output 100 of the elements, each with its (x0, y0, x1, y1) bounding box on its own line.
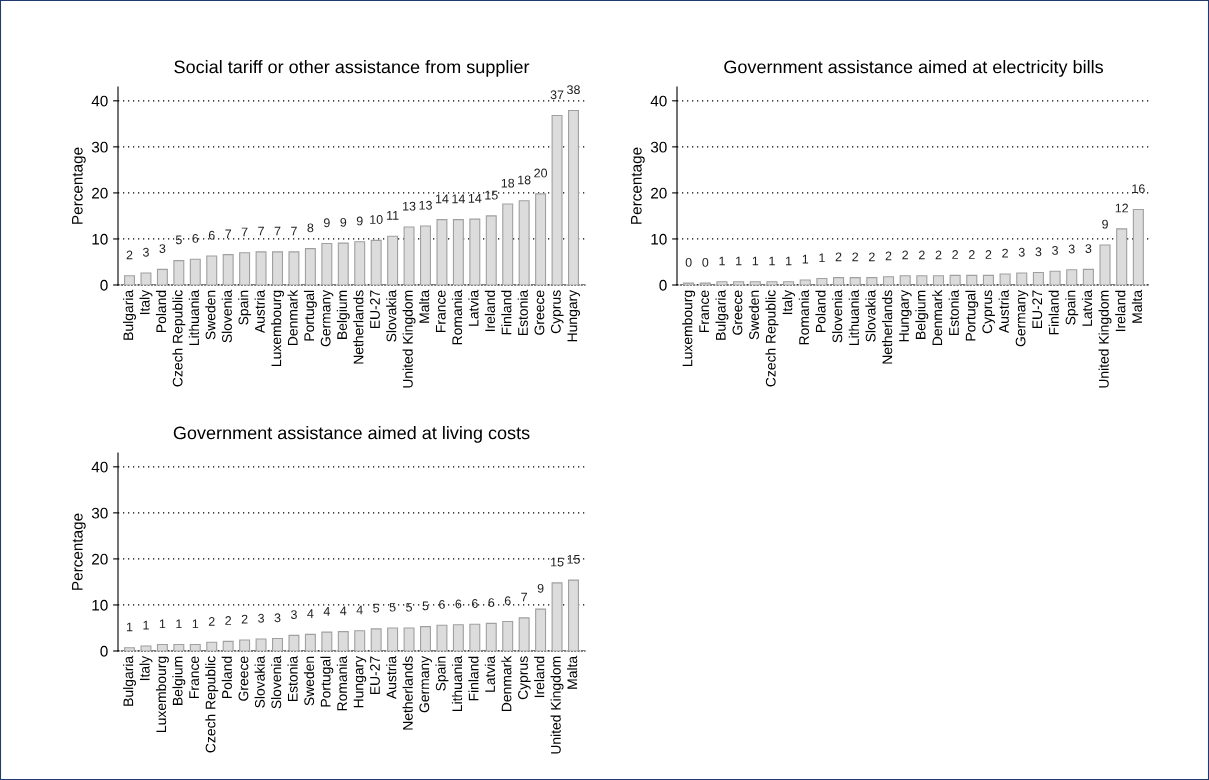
bar (337, 631, 349, 651)
data-label: 2 (985, 250, 992, 259)
x-tick-label: Romania (336, 655, 348, 711)
x-tick-label: United Kingdom (402, 290, 416, 388)
y-tick-label: 30 (91, 507, 108, 519)
x-tick-label: Slovenia (832, 289, 843, 343)
y-tick-label: 0 (659, 279, 667, 291)
bar (288, 251, 300, 285)
data-label: 3 (1068, 244, 1075, 254)
x-tick-label: Netherlands (882, 290, 893, 364)
data-label: 0 (685, 257, 692, 267)
bar (799, 279, 811, 285)
bar (452, 219, 464, 285)
data-label: 6 (504, 596, 511, 606)
x-tick-label: Germany (320, 289, 334, 347)
y-tick-label: 10 (92, 599, 108, 611)
data-label: 5 (389, 602, 396, 612)
x-tick-label: Estonia (287, 655, 298, 702)
bar (206, 641, 218, 651)
x-tick-label: Malta (567, 655, 578, 689)
data-label: 1 (786, 256, 792, 266)
y-tick-label: 10 (651, 233, 667, 245)
data-label: 7 (258, 226, 264, 236)
x-tick-label: Bulgaria (715, 289, 729, 340)
bar (1032, 272, 1044, 285)
x-tick-label: Cyprus (550, 290, 564, 334)
data-label: 3 (1035, 247, 1042, 257)
bar (469, 218, 481, 285)
data-label: 7 (241, 227, 248, 237)
y-tick-label: 40 (650, 95, 667, 107)
x-tick-label: Ireland (1115, 290, 1126, 332)
x-tick-label: Portugal (303, 290, 317, 341)
data-label: 9 (1102, 219, 1108, 229)
x-tick-label: Greece (732, 290, 743, 335)
data-label: 13 (403, 201, 416, 211)
data-label: 4 (356, 605, 363, 615)
data-label: 1 (126, 622, 133, 632)
x-tick-label: France (435, 290, 446, 332)
data-label: 6 (208, 230, 215, 240)
bar (518, 200, 530, 285)
data-label: 1 (819, 253, 825, 263)
data-label: 1 (159, 619, 166, 629)
x-tick-label: Denmark (501, 655, 512, 712)
chart-title: Government assistance aimed at living costs (173, 426, 530, 443)
x-tick-label: Belgium (172, 656, 186, 705)
bar (749, 281, 761, 285)
data-label: 9 (323, 218, 330, 228)
x-tick-label: Austria (998, 289, 1009, 334)
bar (288, 634, 300, 651)
data-label: 5 (373, 603, 380, 613)
data-label: 2 (241, 614, 248, 624)
x-tick-label: Slovenia (271, 655, 282, 709)
data-label: 18 (518, 175, 531, 185)
data-label: 4 (323, 607, 330, 616)
x-tick-label: Lithuania (451, 655, 463, 712)
bar (502, 203, 514, 285)
bar (1099, 244, 1111, 285)
data-label: 9 (537, 583, 544, 593)
data-label: 18 (501, 178, 515, 188)
chart-title: Social tariff or other assistance from supplier (174, 60, 530, 77)
x-tick-label: Finland (468, 656, 479, 701)
bar (502, 620, 514, 651)
y-tick-label: 20 (651, 187, 667, 199)
data-label: 1 (752, 256, 759, 266)
data-label: 2 (952, 250, 958, 259)
x-tick-label: Greece (534, 290, 545, 335)
bar (1132, 208, 1144, 285)
data-label: 37 (550, 90, 564, 100)
bar (189, 643, 201, 651)
data-label: 16 (1132, 184, 1145, 194)
data-label: 0 (702, 257, 709, 267)
y-tick-label: 30 (650, 141, 667, 153)
data-label: 10 (370, 215, 383, 224)
x-tick-label: Luxembourg (682, 290, 696, 366)
x-tick-label: Slovakia (386, 289, 397, 342)
bar (916, 275, 928, 285)
bar (403, 627, 415, 651)
data-label: 2 (208, 617, 215, 626)
x-tick-label: Italy (139, 655, 153, 681)
data-label: 1 (769, 256, 775, 266)
x-tick-label: Sweden (303, 656, 315, 706)
data-label: 2 (968, 250, 975, 259)
data-label: 6 (455, 599, 462, 609)
x-tick-label: Denmark (287, 289, 298, 346)
bar (387, 235, 399, 285)
x-tick-label: Denmark (932, 289, 943, 346)
data-label: 3 (1018, 247, 1025, 257)
x-tick-label: Finland (1048, 290, 1059, 335)
data-label: 5 (422, 601, 429, 611)
x-tick-label: Germany (1015, 289, 1029, 347)
x-tick-label: Slovenia (221, 289, 232, 343)
bar (239, 639, 251, 651)
x-tick-label: Hungary (899, 289, 912, 342)
x-tick-label: France (189, 656, 200, 698)
bar (124, 647, 135, 651)
x-tick-label: Netherlands (353, 290, 364, 364)
data-label: 2 (225, 616, 232, 625)
bar (518, 617, 530, 651)
bar (156, 643, 168, 651)
y-axis-title: Percentage (72, 513, 86, 590)
